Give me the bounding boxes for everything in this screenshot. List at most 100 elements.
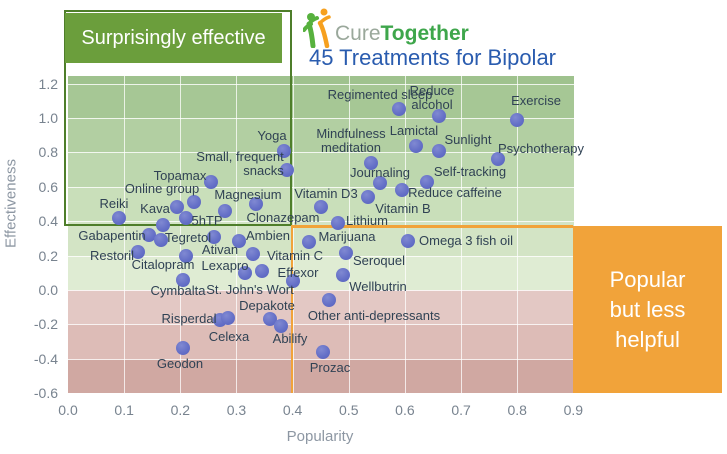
data-point-label: Sunlight <box>444 132 492 147</box>
gridline-vertical <box>348 76 350 394</box>
data-point <box>254 264 269 279</box>
data-point <box>400 233 415 248</box>
data-point <box>170 200 185 215</box>
data-point <box>176 341 191 356</box>
popular-but-less-helpful-box: Popular but less helpful <box>573 226 722 393</box>
data-point <box>274 319 289 334</box>
data-point <box>263 312 278 327</box>
data-point-label: Vitamin B <box>375 201 431 216</box>
data-point <box>322 293 337 308</box>
data-point-label: Small, frequent snacks <box>196 149 284 178</box>
data-point <box>178 248 193 263</box>
background-band <box>68 83 574 118</box>
data-point-label: Depakote <box>239 298 295 313</box>
gridline-vertical <box>517 76 519 394</box>
y-axis-title: Effectiveness <box>2 159 20 248</box>
data-point <box>246 246 261 261</box>
data-point-label: Wellbutrin <box>349 279 407 294</box>
data-point <box>316 344 331 359</box>
data-point <box>176 272 191 287</box>
data-point-label: Reduce alcohol <box>409 83 455 112</box>
data-point-label: Gabapentin <box>78 228 146 243</box>
data-point <box>221 310 236 325</box>
data-point-label: Online group <box>124 181 200 196</box>
x-tick-label: 0.9 <box>563 402 584 418</box>
data-point <box>490 152 505 167</box>
data-point <box>279 162 294 177</box>
data-point-label: Journaling <box>350 165 410 180</box>
popular-but-less-helpful-label: Popular but less helpful <box>609 266 686 352</box>
data-point <box>153 233 168 248</box>
data-point-label: Reiki <box>99 196 129 211</box>
background-band <box>68 255 574 290</box>
data-point <box>237 265 252 280</box>
data-point <box>285 274 300 289</box>
data-point-label: Ambien <box>245 228 291 243</box>
x-tick-label: 0.3 <box>226 402 247 418</box>
data-point <box>364 155 379 170</box>
data-point <box>302 234 317 249</box>
data-point <box>361 190 376 205</box>
gridline-horizontal <box>68 118 574 119</box>
data-point-label: Self-tracking <box>433 164 507 179</box>
x-tick-label: 0.2 <box>170 402 191 418</box>
gridline-horizontal <box>68 358 574 360</box>
gridline-vertical <box>180 76 182 394</box>
y-tick-label: -0.2 <box>33 316 58 333</box>
x-axis-title: Popularity <box>286 428 354 445</box>
data-point-label: Reduce caffeine <box>408 185 502 200</box>
background-band <box>68 152 574 187</box>
data-point <box>338 246 353 261</box>
data-point <box>395 183 410 198</box>
y-tick-label: 1.2 <box>38 75 58 92</box>
gridline-horizontal <box>68 221 574 223</box>
data-point-label: Ativan <box>201 242 239 257</box>
data-point <box>330 215 345 230</box>
data-point-label: Omega 3 fish oil <box>419 233 513 248</box>
data-point-label: Exercise <box>511 93 561 108</box>
curetogether-logo-text: CureTogether <box>335 23 469 44</box>
data-point-label: Abilify <box>272 331 308 346</box>
gridline-vertical <box>124 76 126 394</box>
surprisingly-effective-label: Surprisingly effective <box>81 26 266 49</box>
data-point-label: Seroquel <box>352 253 406 268</box>
x-tick-label: 0.4 <box>282 402 303 418</box>
surprisingly-effective-quadrant-border <box>64 10 292 226</box>
x-tick-label: 0.7 <box>451 402 471 418</box>
y-tick-label: 1.0 <box>38 110 58 126</box>
data-point <box>187 195 202 210</box>
y-tick-label: -0.6 <box>33 385 58 402</box>
data-point-label: Other anti-depressants <box>307 308 441 323</box>
data-point <box>206 229 221 244</box>
data-point-label: Marijuana <box>318 229 376 244</box>
data-point <box>372 176 387 191</box>
data-point <box>204 174 219 189</box>
data-point-label: Lexapro <box>201 258 249 273</box>
gridline-horizontal <box>68 152 574 154</box>
x-tick-label: 0.0 <box>58 402 78 418</box>
gridline-horizontal <box>68 83 574 85</box>
data-point-label: Magnesium <box>214 187 282 202</box>
data-point-label: Cymbalta <box>150 283 206 298</box>
data-point <box>409 138 424 153</box>
quadrant-divider-horizontal <box>292 225 573 228</box>
data-point-label: Regimented sleep <box>327 87 433 102</box>
y-tick-label: 0.8 <box>38 144 58 161</box>
gridline-vertical <box>461 76 463 394</box>
y-tick-label: 0.2 <box>38 247 58 264</box>
data-point-label: Risperdal <box>161 311 217 326</box>
data-point-label: Psychotherapy <box>498 141 584 156</box>
data-point <box>392 102 407 117</box>
data-point-label: Prozac <box>309 360 351 375</box>
x-tick-label: 0.5 <box>339 402 359 418</box>
logo-cure-text: Cure <box>335 22 381 45</box>
data-point <box>249 197 264 211</box>
data-point-label: Effexor <box>277 265 319 280</box>
data-point <box>510 112 525 127</box>
gridline-horizontal <box>68 290 574 291</box>
x-tick-label: 0.6 <box>395 402 415 418</box>
quadrant-divider-vertical <box>290 225 293 393</box>
gridline-horizontal <box>68 324 574 326</box>
data-point <box>156 217 171 232</box>
